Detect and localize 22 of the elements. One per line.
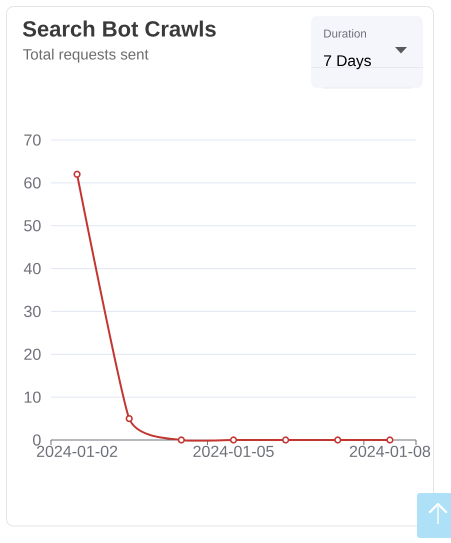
x-tick-label: 2024-01-08 xyxy=(350,446,430,458)
y-tick-label: 30 xyxy=(24,306,41,318)
chart-title: Search Bot Crawls xyxy=(22,20,216,37)
point xyxy=(73,170,81,178)
y-tick-label: 10 xyxy=(24,391,41,403)
y-tick-label: 40 xyxy=(24,262,41,274)
y-tick-label: 0 xyxy=(33,434,41,446)
y-tick-label: 70 xyxy=(24,134,41,146)
y-tick-label: 50 xyxy=(24,220,41,232)
x-tick-label: 2024-01-02 xyxy=(36,446,118,458)
y-tick-label: 20 xyxy=(24,348,41,360)
point xyxy=(178,436,185,444)
point xyxy=(126,414,133,422)
point xyxy=(334,436,342,444)
point xyxy=(386,436,394,444)
text: Duration xyxy=(324,29,366,38)
chart-subtitle: Total requests sent xyxy=(23,48,149,63)
y-tick-label: 60 xyxy=(24,177,41,189)
text: 7 Days xyxy=(324,55,371,70)
point xyxy=(230,436,238,444)
point xyxy=(282,436,290,444)
x-tick-label: 2024-01-05 xyxy=(193,446,274,458)
